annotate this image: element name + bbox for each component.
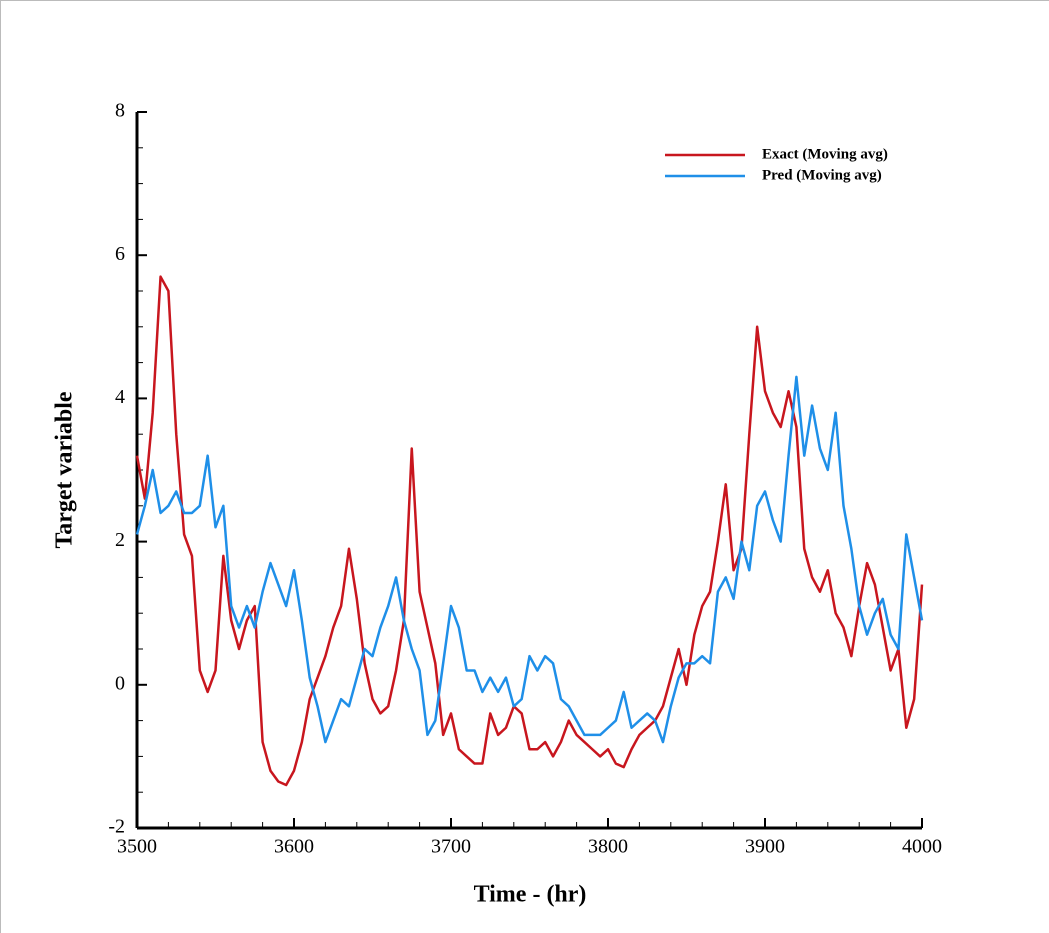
- x-tick-label: 3800: [588, 836, 628, 858]
- data-line: [135, 275, 924, 787]
- y-axis-title: Target variable: [52, 391, 78, 548]
- y-tick-label: 0: [115, 672, 125, 694]
- legend-label: Exact (Moving avg): [762, 146, 888, 162]
- y-tick-label: 6: [115, 243, 125, 265]
- x-tick-label: 3600: [274, 836, 314, 858]
- y-tick-label: -2: [108, 816, 125, 838]
- x-tick-label: 4000: [902, 836, 942, 858]
- y-tick-label: 2: [115, 529, 125, 551]
- x-tick-label: 3900: [745, 836, 785, 858]
- x-axis-title: Time - (hr): [474, 882, 587, 908]
- x-tick-label: 3500: [117, 836, 157, 858]
- data-line: [135, 375, 924, 744]
- y-tick-label: 4: [115, 386, 125, 408]
- x-tick-label: 3700: [431, 836, 471, 858]
- y-tick-label: 8: [115, 100, 125, 122]
- legend-label: Pred (Moving avg): [762, 167, 882, 183]
